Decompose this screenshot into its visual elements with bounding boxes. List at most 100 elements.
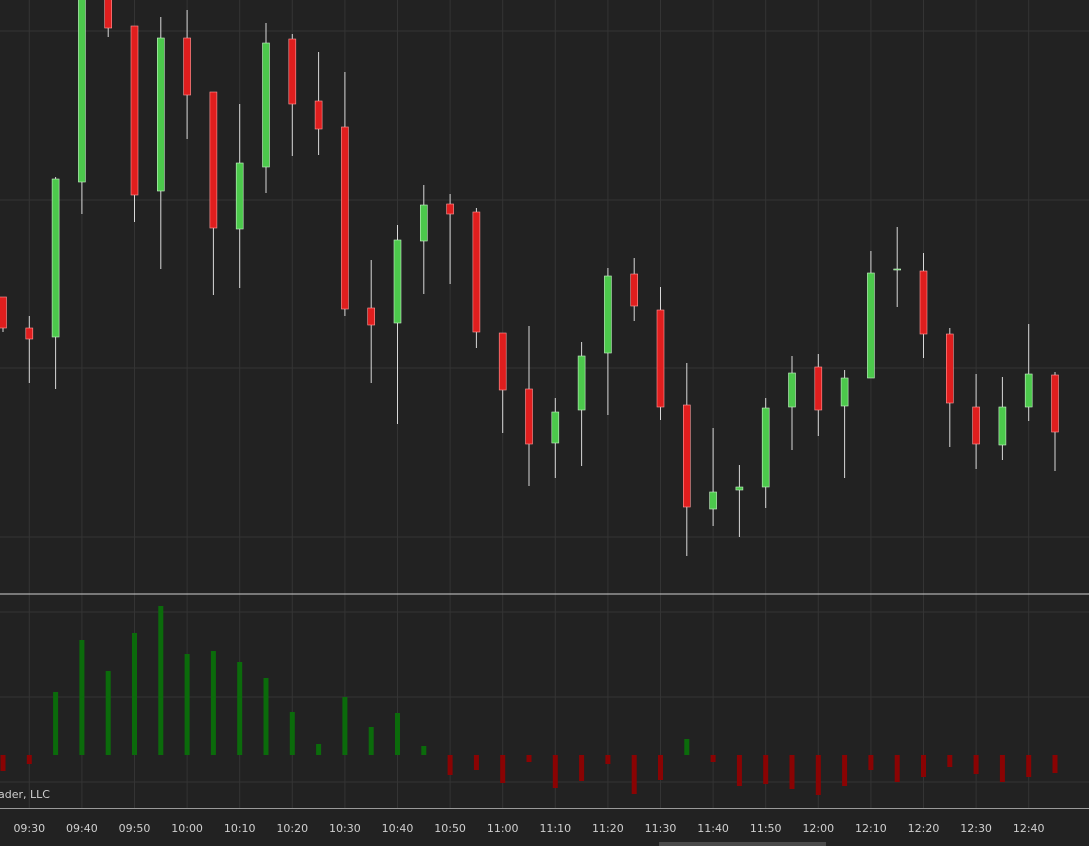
candle-body [577,355,586,411]
candle-body [814,366,823,411]
x-tick-label: 09:30 [13,822,45,835]
bar [605,755,611,764]
candle-body [393,239,402,324]
x-tick-label: 12:10 [855,822,887,835]
candle-body [157,37,165,192]
candle-body [288,38,297,105]
candle-body [867,272,875,379]
bar [368,727,374,755]
x-tick-label: 09:50 [119,822,151,835]
x-tick-label: 10:50 [434,822,466,835]
bar [500,755,506,783]
x-tick-label: 12:30 [960,822,992,835]
candle-body [1024,373,1033,408]
bar [26,755,32,764]
x-tick-label: 12:20 [908,822,940,835]
candle-body [682,404,691,508]
candle-body [446,203,454,215]
candle-body [314,100,323,130]
indicator-panel [0,606,1058,795]
bar [0,755,6,771]
candle-body [604,275,612,354]
bar [158,606,164,755]
candle-body [51,178,60,338]
x-tick-label: 12:40 [1013,822,1045,835]
candle-body [551,411,560,444]
bar [921,755,926,777]
candle-body [656,309,665,408]
candle-body [472,211,481,333]
x-tick-label: 10:40 [382,822,414,835]
candle-body [788,372,796,408]
bar [263,678,269,755]
candle-body [25,327,34,340]
x-tick-label: 09:40 [66,822,98,835]
candle-body [235,162,244,230]
bar [631,755,637,794]
bar [842,755,848,786]
bar [894,755,900,782]
bar [947,755,953,767]
candle-body [945,333,954,404]
candle-body [0,296,7,329]
x-tick-label: 11:00 [487,822,519,835]
x-tick-label: 10:00 [171,822,203,835]
candle-body [183,37,191,96]
x-tick-label: 10:30 [329,822,361,835]
candle-body [130,25,139,196]
candle-body [367,307,376,326]
bar [815,755,821,795]
candle-body [341,126,349,310]
candle-body [709,491,717,510]
scrollbar[interactable] [659,842,826,846]
candle-body [209,91,218,229]
bar [79,640,85,755]
candle-body [78,0,86,183]
bar [684,739,690,755]
bar [1026,755,1032,777]
candle-body [761,407,770,488]
bar [710,755,716,762]
bar [395,713,400,755]
x-tick-label: 12:00 [802,822,834,835]
candle-body [998,406,1007,446]
candle-body [919,270,928,335]
candle-body [840,377,849,407]
x-tick-label: 10:10 [224,822,256,835]
candle-body [262,42,270,168]
candle-body [525,388,533,445]
bar [421,746,427,755]
watermark: ader, LLC [0,788,50,801]
x-tick-label: 11:20 [592,822,624,835]
candle-body [893,268,902,271]
bar [132,633,137,755]
bar [868,755,874,770]
candle-body [104,0,112,29]
bar [526,755,532,762]
x-tick-label: 11:30 [645,822,677,835]
bar [1052,755,1058,773]
bar [999,755,1005,782]
bar [473,755,479,770]
bar [736,755,742,786]
candle-body [498,332,507,391]
bar [579,755,585,781]
x-tick-label: 11:50 [750,822,782,835]
candle-body [1051,374,1059,433]
bar [316,744,322,755]
x-tick-label: 11:10 [539,822,571,835]
bar [658,755,663,780]
candle-body [419,204,428,242]
bar [973,755,979,774]
x-tick-label: 11:40 [697,822,729,835]
candle-body [972,406,980,445]
bar [552,755,558,788]
bar [342,697,348,755]
candle-body [630,273,639,307]
bar [210,651,216,755]
bar [53,692,59,755]
bar [184,654,190,755]
